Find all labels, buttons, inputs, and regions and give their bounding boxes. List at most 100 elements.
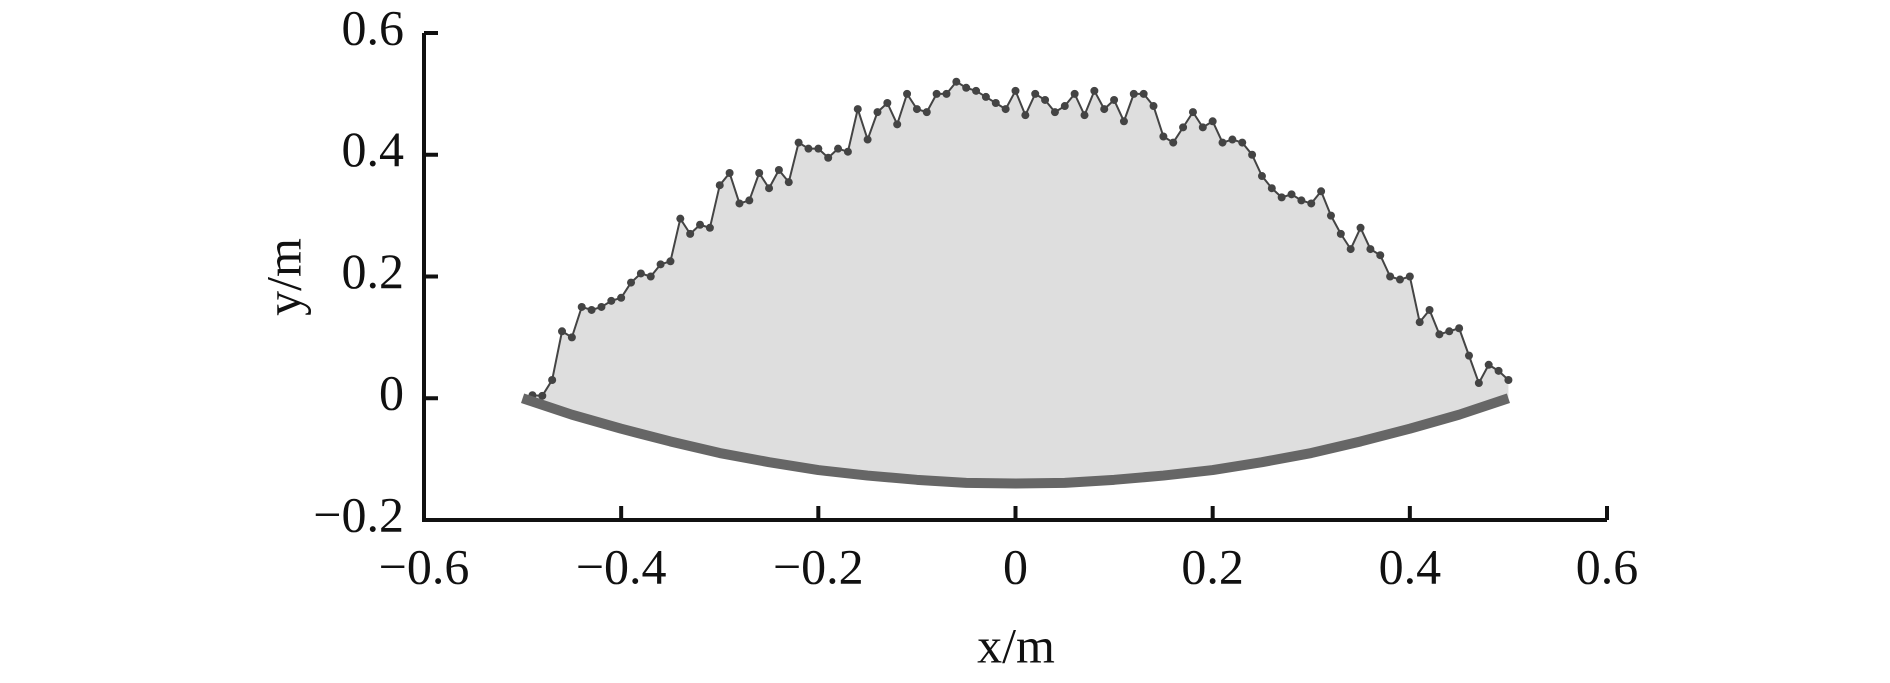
point	[1336, 229, 1345, 238]
point	[972, 86, 981, 95]
point	[893, 120, 902, 129]
point	[1386, 272, 1395, 281]
point	[843, 147, 852, 156]
x-tick-label: 0.4	[1379, 538, 1442, 594]
point	[824, 153, 833, 162]
point	[1060, 102, 1069, 111]
point	[932, 89, 941, 98]
point	[1307, 199, 1316, 208]
point	[705, 223, 714, 232]
point	[538, 391, 547, 400]
point	[745, 196, 754, 205]
point	[794, 138, 803, 147]
point	[735, 199, 744, 208]
point	[558, 327, 567, 336]
point	[1208, 117, 1217, 126]
point	[1139, 89, 1148, 98]
point	[1484, 360, 1493, 369]
point	[1050, 108, 1059, 117]
point	[755, 169, 764, 178]
point	[1474, 379, 1483, 388]
point	[1494, 366, 1503, 375]
point	[1188, 108, 1197, 117]
point	[1198, 123, 1207, 132]
point	[1021, 111, 1030, 120]
y-tick-label: 0	[379, 365, 404, 421]
point	[962, 83, 971, 92]
point	[1445, 327, 1454, 336]
point	[1248, 150, 1257, 159]
point	[1119, 117, 1128, 126]
point	[952, 77, 961, 86]
x-tick-label: −0.6	[379, 538, 470, 594]
point	[883, 99, 892, 108]
point	[912, 105, 921, 114]
point	[1011, 86, 1020, 95]
point	[607, 296, 616, 305]
point	[666, 257, 675, 266]
y-tick-label: 0.2	[342, 243, 405, 299]
point	[715, 181, 724, 190]
point	[922, 108, 931, 117]
point	[725, 169, 734, 178]
point	[1110, 95, 1119, 104]
point	[627, 278, 636, 287]
point	[1356, 223, 1365, 232]
point	[1504, 375, 1513, 384]
point	[567, 333, 576, 342]
point	[1238, 138, 1247, 147]
point	[834, 144, 843, 153]
point	[1001, 105, 1010, 114]
y-axis-label: y/m	[255, 238, 311, 316]
point	[1090, 86, 1099, 95]
y-tick-label: 0.4	[342, 121, 405, 177]
x-tick-label: −0.2	[773, 538, 864, 594]
point	[577, 302, 586, 311]
point	[784, 178, 793, 187]
point	[686, 229, 695, 238]
point	[1080, 111, 1089, 120]
point	[942, 89, 951, 98]
point	[873, 108, 882, 117]
point	[1297, 196, 1306, 205]
point	[1435, 330, 1444, 339]
point	[1455, 324, 1464, 333]
point	[814, 144, 823, 153]
point	[1346, 245, 1355, 254]
point	[1317, 187, 1326, 196]
point	[617, 293, 626, 302]
point	[646, 272, 655, 281]
point	[1376, 251, 1385, 260]
area	[522, 81, 1509, 484]
x-axis-label: x/m	[977, 617, 1055, 673]
point	[1425, 305, 1434, 314]
point	[1070, 89, 1079, 98]
series-line	[532, 80, 1510, 397]
point	[696, 220, 705, 229]
point	[1464, 351, 1473, 360]
point	[1366, 245, 1375, 254]
point	[981, 92, 990, 101]
point	[1405, 272, 1414, 281]
point	[1287, 190, 1296, 199]
point	[1257, 172, 1266, 181]
point	[1129, 89, 1138, 98]
point	[1228, 135, 1237, 144]
point	[903, 89, 912, 98]
point	[774, 165, 783, 174]
x-tick-label: 0.2	[1181, 538, 1244, 594]
point	[1041, 95, 1050, 104]
point	[1159, 132, 1168, 141]
point	[597, 302, 606, 311]
point	[1149, 102, 1158, 111]
point	[1415, 318, 1424, 327]
point	[804, 144, 813, 153]
point	[676, 214, 685, 223]
point	[1326, 211, 1335, 220]
point	[1218, 138, 1227, 147]
point	[636, 269, 645, 278]
point	[1267, 184, 1276, 193]
x-tick-label: 0	[1003, 538, 1028, 594]
x-tick-label: −0.4	[576, 538, 667, 594]
